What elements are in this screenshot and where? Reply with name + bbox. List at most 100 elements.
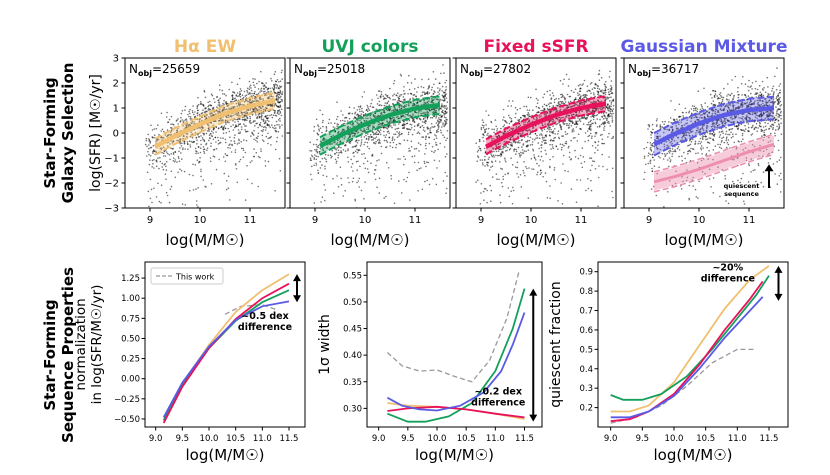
scatter-point	[192, 163, 194, 166]
scatter-point	[504, 146, 506, 149]
scatter-point	[171, 142, 174, 144]
scatter-point	[515, 148, 518, 151]
scatter-point	[230, 114, 232, 117]
scatter-point	[244, 125, 246, 127]
scatter-point	[489, 222, 491, 224]
scatter-point	[611, 137, 613, 140]
scatter-point	[523, 123, 525, 125]
scatter-point	[605, 80, 607, 83]
scatter-point	[325, 125, 328, 128]
scatter-point	[704, 102, 706, 104]
scatter-point	[437, 117, 440, 119]
scatter-point	[585, 99, 588, 101]
scatter-point	[364, 141, 366, 144]
scatter-point	[263, 110, 265, 112]
scatter-point	[671, 142, 673, 145]
scatter-point	[426, 91, 429, 93]
scatter-point	[477, 179, 479, 182]
scatter-point	[550, 131, 553, 134]
scatter-point	[254, 106, 257, 109]
scatter-point	[574, 136, 576, 139]
scatter-point	[588, 128, 591, 130]
scatter-point	[592, 100, 595, 102]
scatter-point	[262, 105, 264, 108]
scatter-point	[594, 141, 597, 144]
scatter-point	[446, 101, 449, 103]
scatter-point	[378, 192, 381, 194]
scatter-point	[582, 83, 584, 85]
scatter-point	[220, 126, 222, 129]
scatter-point	[240, 128, 243, 131]
scatter-point	[578, 112, 580, 114]
scatter-point	[201, 137, 204, 139]
scatter-point	[597, 140, 600, 143]
scatter-point	[543, 109, 545, 112]
scatter-point	[232, 129, 235, 131]
scatter-point	[240, 103, 242, 106]
scatter-point	[558, 98, 560, 100]
scatter-point	[412, 120, 414, 123]
scatter-point	[438, 160, 441, 162]
scatter-point	[435, 183, 438, 186]
scatter-point	[604, 117, 607, 119]
scatter-point	[269, 136, 271, 139]
scatter-point	[612, 112, 614, 115]
scatter-point	[495, 212, 497, 214]
scatter-point	[681, 176, 683, 178]
axes-frame	[289, 57, 451, 209]
scatter-point	[480, 183, 483, 185]
x-axis-label: log(M/M☉)	[166, 231, 245, 249]
scatter-point	[338, 130, 340, 133]
scatter-point	[583, 103, 585, 106]
scatter-point	[611, 115, 613, 117]
scatter-point	[336, 101, 338, 103]
scatter-point	[365, 134, 367, 137]
scatter-point	[508, 114, 510, 117]
scatter-point	[446, 153, 448, 155]
scatter-point	[507, 143, 510, 146]
scatter-point	[353, 151, 355, 154]
scatter-points	[309, 64, 449, 208]
scatter-point	[196, 204, 198, 206]
scatter-point	[363, 198, 365, 200]
scatter-point	[255, 99, 257, 101]
scatter-point	[586, 117, 588, 119]
scatter-point	[189, 189, 191, 192]
x-tick-label: 10	[359, 215, 372, 226]
scatter-point	[210, 115, 212, 117]
scatter-point	[712, 89, 715, 92]
scatter-point	[227, 127, 229, 130]
scatter-point	[424, 116, 426, 119]
scatter-point	[518, 152, 520, 155]
scatter-point	[251, 132, 254, 135]
scatter-point	[610, 105, 612, 108]
scatter-point	[237, 114, 239, 117]
scatter-point	[444, 110, 447, 113]
scatter-point	[336, 147, 338, 149]
scatter-point	[336, 127, 338, 130]
scatter-point	[721, 100, 724, 103]
scatter-point	[196, 118, 199, 120]
scatter-point	[270, 104, 273, 106]
scatter-point	[587, 178, 589, 180]
scatter-point	[671, 125, 673, 128]
scatter-point	[435, 115, 438, 118]
scatter-point	[583, 116, 585, 118]
scatter-point	[483, 125, 485, 127]
scatter-point	[551, 139, 554, 142]
scatter-point	[219, 118, 222, 120]
scatter-point	[423, 162, 426, 165]
scatter-point	[446, 119, 448, 121]
scatter-point	[204, 107, 206, 110]
scatter-point	[551, 146, 554, 148]
scatter-point	[264, 122, 266, 124]
scatter-point	[601, 138, 604, 141]
scatter-point	[255, 117, 258, 119]
scatter-point	[168, 154, 170, 156]
scatter-point	[502, 132, 505, 135]
scatter-point	[594, 152, 596, 154]
scatter-point	[243, 100, 246, 103]
scatter-point	[522, 144, 524, 146]
scatter-point	[780, 178, 782, 181]
scatter-point	[331, 143, 334, 145]
